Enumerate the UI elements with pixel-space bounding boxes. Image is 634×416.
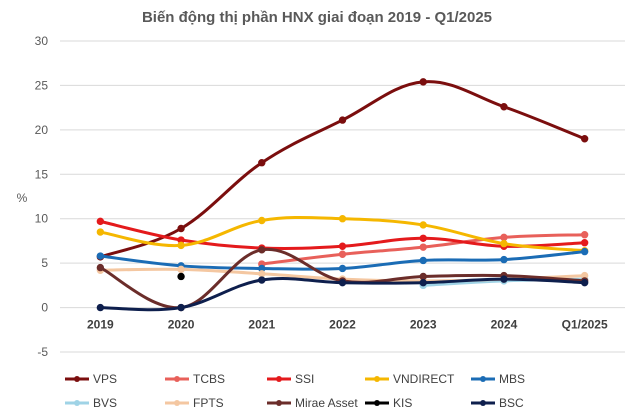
legend-marker-vps	[74, 376, 80, 382]
series-kis	[177, 272, 185, 281]
data-point-ssi	[419, 234, 427, 242]
data-point-bsc	[258, 276, 266, 284]
legend-marker-mirae-asset	[276, 400, 282, 406]
legend-item-mirae-asset: Mirae Asset	[267, 396, 358, 410]
data-point-bsc	[96, 303, 105, 312]
legend-item-tcbs: TCBS	[165, 372, 225, 386]
data-point-vps	[500, 103, 508, 111]
data-point-vps	[338, 116, 347, 124]
y-tick-label: 0	[41, 301, 48, 315]
data-point-mbs	[96, 252, 105, 260]
legend-label: SSI	[295, 372, 314, 386]
legend-label: VPS	[93, 372, 117, 386]
data-point-bsc	[500, 275, 508, 283]
data-point-vndirect	[338, 215, 347, 223]
y-tick-label: 15	[35, 167, 49, 181]
data-point-vps	[419, 78, 427, 86]
x-tick-label: 2020	[168, 318, 195, 332]
legend-label: BVS	[93, 396, 117, 410]
legend-item-bvs: BVS	[65, 396, 117, 410]
x-tick-label: 2024	[491, 318, 518, 332]
legend-item-bsc: BSC	[471, 396, 524, 410]
legend-marker-vndirect	[374, 376, 380, 382]
legend-label: MBS	[499, 372, 525, 386]
legend-marker-fpts	[174, 400, 180, 406]
data-point-mirae-asset	[419, 272, 427, 281]
data-point-tcbs	[580, 231, 589, 239]
data-point-mbs	[419, 256, 427, 265]
y-tick-label: 10	[35, 212, 49, 226]
y-axis-label: %	[17, 191, 28, 205]
data-point-vps	[177, 224, 185, 233]
series-lines	[96, 78, 589, 312]
legend: VPS TCBS SSI VNDIRECT MBS BVS FPTS Mirae Asset K…	[65, 372, 525, 410]
gridlines	[60, 40, 625, 353]
legend-marker-tcbs	[174, 376, 180, 382]
legend-label: KIS	[393, 396, 412, 410]
data-point-vps	[580, 135, 589, 143]
legend-marker-ssi	[276, 376, 282, 382]
series-line-vps	[98, 80, 587, 259]
data-point-vps	[258, 159, 266, 167]
data-point-tcbs	[500, 233, 508, 242]
x-tick-label: 2023	[410, 318, 437, 332]
data-point-ssi	[338, 242, 347, 250]
series-vps	[96, 78, 589, 261]
data-point-mbs	[500, 255, 508, 264]
y-tick-label: -5	[37, 345, 48, 359]
legend-label: VNDIRECT	[393, 372, 455, 386]
legend-label: BSC	[499, 396, 524, 410]
legend-item-ssi: SSI	[267, 372, 314, 386]
data-point-bsc	[580, 278, 589, 287]
data-point-kis	[177, 272, 185, 281]
data-point-fpts	[177, 265, 185, 274]
x-axis-ticks: 2019 2020 2021 2022 2023 2024 Q1/2025	[87, 318, 608, 332]
data-point-tcbs	[419, 243, 427, 251]
data-point-vndirect	[96, 228, 105, 236]
data-point-bsc	[419, 278, 427, 287]
data-point-vndirect	[177, 241, 185, 250]
legend-label: FPTS	[193, 396, 224, 410]
data-point-mirae-asset	[96, 263, 105, 272]
legend-item-kis: KIS	[365, 396, 412, 410]
data-point-fpts	[258, 270, 266, 278]
legend-marker-kis	[374, 400, 380, 406]
data-point-ssi	[580, 239, 589, 247]
y-tick-label: 25	[35, 78, 49, 92]
data-point-vndirect	[419, 221, 427, 229]
legend-marker-bvs	[74, 400, 80, 406]
legend-item-mbs: MBS	[471, 372, 525, 386]
data-point-bsc	[177, 303, 185, 312]
data-point-ssi	[96, 217, 105, 226]
y-tick-label: 20	[35, 123, 49, 137]
data-point-tcbs	[338, 250, 347, 258]
x-tick-label: 2022	[329, 318, 356, 332]
y-tick-label: 5	[41, 256, 48, 270]
data-point-vndirect	[258, 216, 266, 225]
data-point-vndirect	[500, 239, 508, 248]
legend-label: TCBS	[193, 372, 225, 386]
legend-label: Mirae Asset	[295, 396, 358, 410]
legend-marker-bsc	[480, 400, 486, 406]
legend-item-fpts: FPTS	[165, 396, 224, 410]
data-point-bsc	[338, 278, 347, 287]
data-point-mbs	[580, 247, 589, 256]
legend-item-vps: VPS	[65, 372, 117, 386]
chart-title: Biến động thị phần HNX giai đoạn 2019 - …	[142, 9, 492, 26]
y-tick-label: 30	[35, 34, 49, 48]
data-point-mirae-asset	[258, 246, 266, 254]
data-point-mbs	[338, 264, 347, 273]
series-bsc	[96, 275, 589, 312]
x-tick-label: 2021	[248, 318, 275, 332]
y-axis-ticks: -5 0 5 10 15 20 25 30	[35, 34, 49, 359]
legend-marker-mbs	[480, 376, 486, 382]
x-tick-label: Q1/2025	[562, 318, 608, 332]
legend-item-vndirect: VNDIRECT	[365, 372, 455, 386]
x-tick-label: 2019	[87, 318, 114, 332]
